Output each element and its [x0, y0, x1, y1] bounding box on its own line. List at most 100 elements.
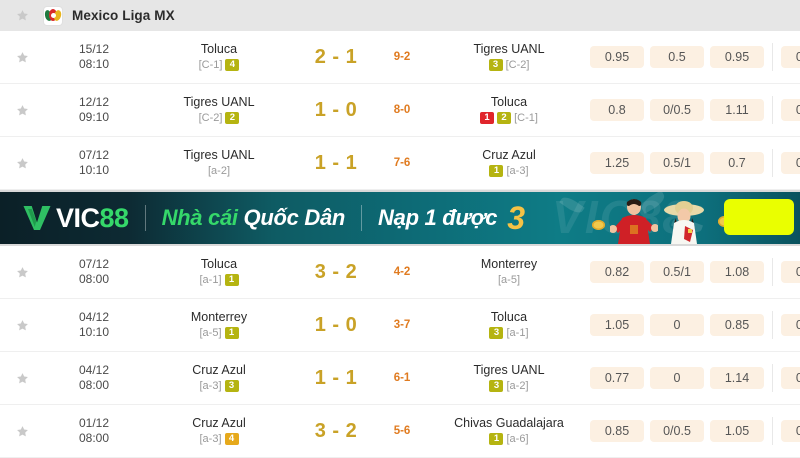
favorite-toggle[interactable] — [0, 319, 44, 332]
odds-cell[interactable]: 0.5/1 — [650, 261, 704, 283]
favorite-toggle[interactable] — [0, 372, 44, 385]
odds-cell[interactable]: 0.8 — [590, 99, 644, 121]
team-rank: [C-1] — [514, 112, 538, 124]
odds-cell[interactable]: 0.85 — [590, 420, 644, 442]
away-team-name: Cruz Azul — [482, 148, 536, 162]
odds-cell[interactable]: 0.77 — [590, 367, 644, 389]
odds-cell[interactable]: 1.05 — [710, 420, 764, 442]
banner-brand: VIC88 — [56, 202, 130, 233]
half-time-score: 6-1 — [393, 372, 411, 384]
match-rows-bottom: 07/12 08:00 Toluca [a-1] 1 3 - 2 4-2 Mont… — [0, 246, 800, 458]
match-time: 08:00 — [78, 431, 110, 445]
league-favorite-toggle[interactable] — [0, 9, 44, 22]
odds-cell[interactable]: 0.5 — [650, 46, 704, 68]
match-score: 3 - 2 — [314, 260, 358, 283]
odds-cell[interactable]: 0.83 — [781, 99, 800, 121]
star-icon — [16, 319, 28, 330]
odds-cell[interactable]: 0.83 — [781, 314, 800, 336]
odds-cell[interactable]: 1.25 — [590, 152, 644, 174]
half-time-score: 4-2 — [393, 266, 411, 278]
away-team-name: Tigres UANL — [473, 363, 545, 377]
away-team[interactable]: Tigres UANL 3 [C-2] — [430, 42, 584, 72]
table-row[interactable]: 07/12 08:00 Toluca [a-1] 1 3 - 2 4-2 Mont… — [0, 246, 800, 299]
odds-cell[interactable]: 1.11 — [710, 99, 764, 121]
match-date: 12/12 — [78, 95, 110, 109]
man-illustration-icon — [610, 199, 658, 244]
banner-headline-1: Nhà cái — [161, 205, 238, 230]
favorite-toggle[interactable] — [0, 51, 44, 64]
banner-brand-suffix: 88 — [99, 202, 130, 233]
banner-people-illustration — [592, 192, 745, 244]
home-team-name: Tigres UANL — [183, 95, 255, 109]
odds-cell[interactable]: 1.14 — [710, 367, 764, 389]
favorite-toggle[interactable] — [0, 104, 44, 117]
odds-cell[interactable]: 0.98 — [781, 420, 800, 442]
odds-cell[interactable]: 0.76 — [781, 152, 800, 174]
team-badge: 4 — [225, 59, 240, 71]
table-row[interactable]: 01/12 08:00 Cruz Azul [a-3] 4 3 - 2 5-6 C… — [0, 405, 800, 458]
home-team-meta: [C-2] 2 — [199, 111, 240, 125]
odds-cell[interactable]: 0.94 — [781, 367, 800, 389]
odds-cell[interactable]: 0.5/1 — [650, 152, 704, 174]
odds-group: 0.82 0.5/1 1.08 0.98 — [584, 258, 800, 286]
favorite-toggle[interactable] — [0, 157, 44, 170]
home-team-meta: [a-1] 1 — [199, 273, 239, 287]
table-row[interactable]: 12/12 09:10 Tigres UANL [C-2] 2 1 - 0 8-0… — [0, 84, 800, 137]
favorite-toggle[interactable] — [0, 266, 44, 279]
table-row[interactable]: 04/12 08:00 Cruz Azul [a-3] 3 1 - 1 6-1 T… — [0, 352, 800, 405]
star-icon — [16, 104, 28, 115]
favorite-toggle[interactable] — [0, 425, 44, 438]
match-score: 3 - 2 — [314, 419, 358, 442]
odds-cell[interactable]: 1.05 — [590, 314, 644, 336]
odds-cell[interactable]: 0.98 — [781, 261, 800, 283]
home-team-meta: [a-5] 1 — [199, 326, 239, 340]
odds-cell[interactable]: 0.82 — [590, 261, 644, 283]
team-badge: 4 — [224, 433, 239, 445]
odds-cell[interactable]: 0/0.5 — [650, 420, 704, 442]
odds-cell[interactable]: 0.85 — [710, 314, 764, 336]
home-team[interactable]: Toluca [C-1] 4 — [144, 42, 298, 72]
odds-cell[interactable]: 0.95 — [710, 46, 764, 68]
odds-divider — [772, 311, 773, 339]
odds-cell[interactable]: 0 — [650, 314, 704, 336]
away-team[interactable]: Chivas Guadalajara 1 [a-6] — [430, 416, 584, 446]
odds-group: 1.05 0 0.85 0.83 — [584, 311, 800, 339]
match-time: 08:10 — [78, 57, 110, 71]
odds-cell[interactable]: 0.95 — [590, 46, 644, 68]
home-team[interactable]: Tigres UANL [a-2] — [144, 148, 298, 178]
team-badge: 1 — [489, 165, 504, 177]
promo-banner[interactable]: VIC88 VIC88 Nhà cái Quốc Dân Nạp 1 được … — [0, 190, 800, 246]
home-team[interactable]: Cruz Azul [a-3] 3 — [144, 363, 298, 393]
banner-headline-2: Quốc Dân — [243, 205, 346, 230]
star-icon — [16, 372, 28, 383]
odds-cell[interactable]: 0.83 — [781, 46, 800, 68]
league-header[interactable]: Mexico Liga MX — [0, 0, 800, 31]
match-score: 2 - 1 — [314, 45, 358, 68]
banner-cta-button[interactable] — [724, 199, 794, 235]
away-team[interactable]: Tigres UANL 3 [a-2] — [430, 363, 584, 393]
away-team[interactable]: Toluca 1 2 [C-1] — [430, 95, 584, 125]
odds-cell[interactable]: 0.7 — [710, 152, 764, 174]
odds-cell[interactable]: 0/0.5 — [650, 99, 704, 121]
team-rank: [a-3] — [506, 165, 529, 177]
team-badge: 3 — [489, 327, 504, 339]
odds-cell[interactable]: 0 — [650, 367, 704, 389]
away-team-name: Monterrey — [480, 257, 538, 271]
odds-divider — [772, 149, 773, 177]
away-team[interactable]: Cruz Azul 1 [a-3] — [430, 148, 584, 178]
home-team[interactable]: Monterrey [a-5] 1 — [144, 310, 298, 340]
home-team[interactable]: Toluca [a-1] 1 — [144, 257, 298, 287]
odds-divider — [772, 43, 773, 71]
odds-cell[interactable]: 1.08 — [710, 261, 764, 283]
odds-group: 0.95 0.5 0.95 0.83 — [584, 43, 800, 71]
home-team[interactable]: Tigres UANL [C-2] 2 — [144, 95, 298, 125]
table-row[interactable]: 07/12 10:10 Tigres UANL [a-2] 1 - 1 7-6 … — [0, 137, 800, 190]
table-row[interactable]: 15/12 08:10 Toluca [C-1] 4 2 - 1 9-2 Tigr… — [0, 31, 800, 84]
home-team[interactable]: Cruz Azul [a-3] 4 — [144, 416, 298, 446]
table-row[interactable]: 04/12 10:10 Monterrey [a-5] 1 1 - 0 3-7 T… — [0, 299, 800, 352]
away-team[interactable]: Monterrey [a-5] — [430, 257, 584, 287]
away-team[interactable]: Toluca 3 [a-1] — [430, 310, 584, 340]
team-badge: 2 — [497, 112, 512, 124]
half-time-score: 8-0 — [393, 104, 411, 116]
